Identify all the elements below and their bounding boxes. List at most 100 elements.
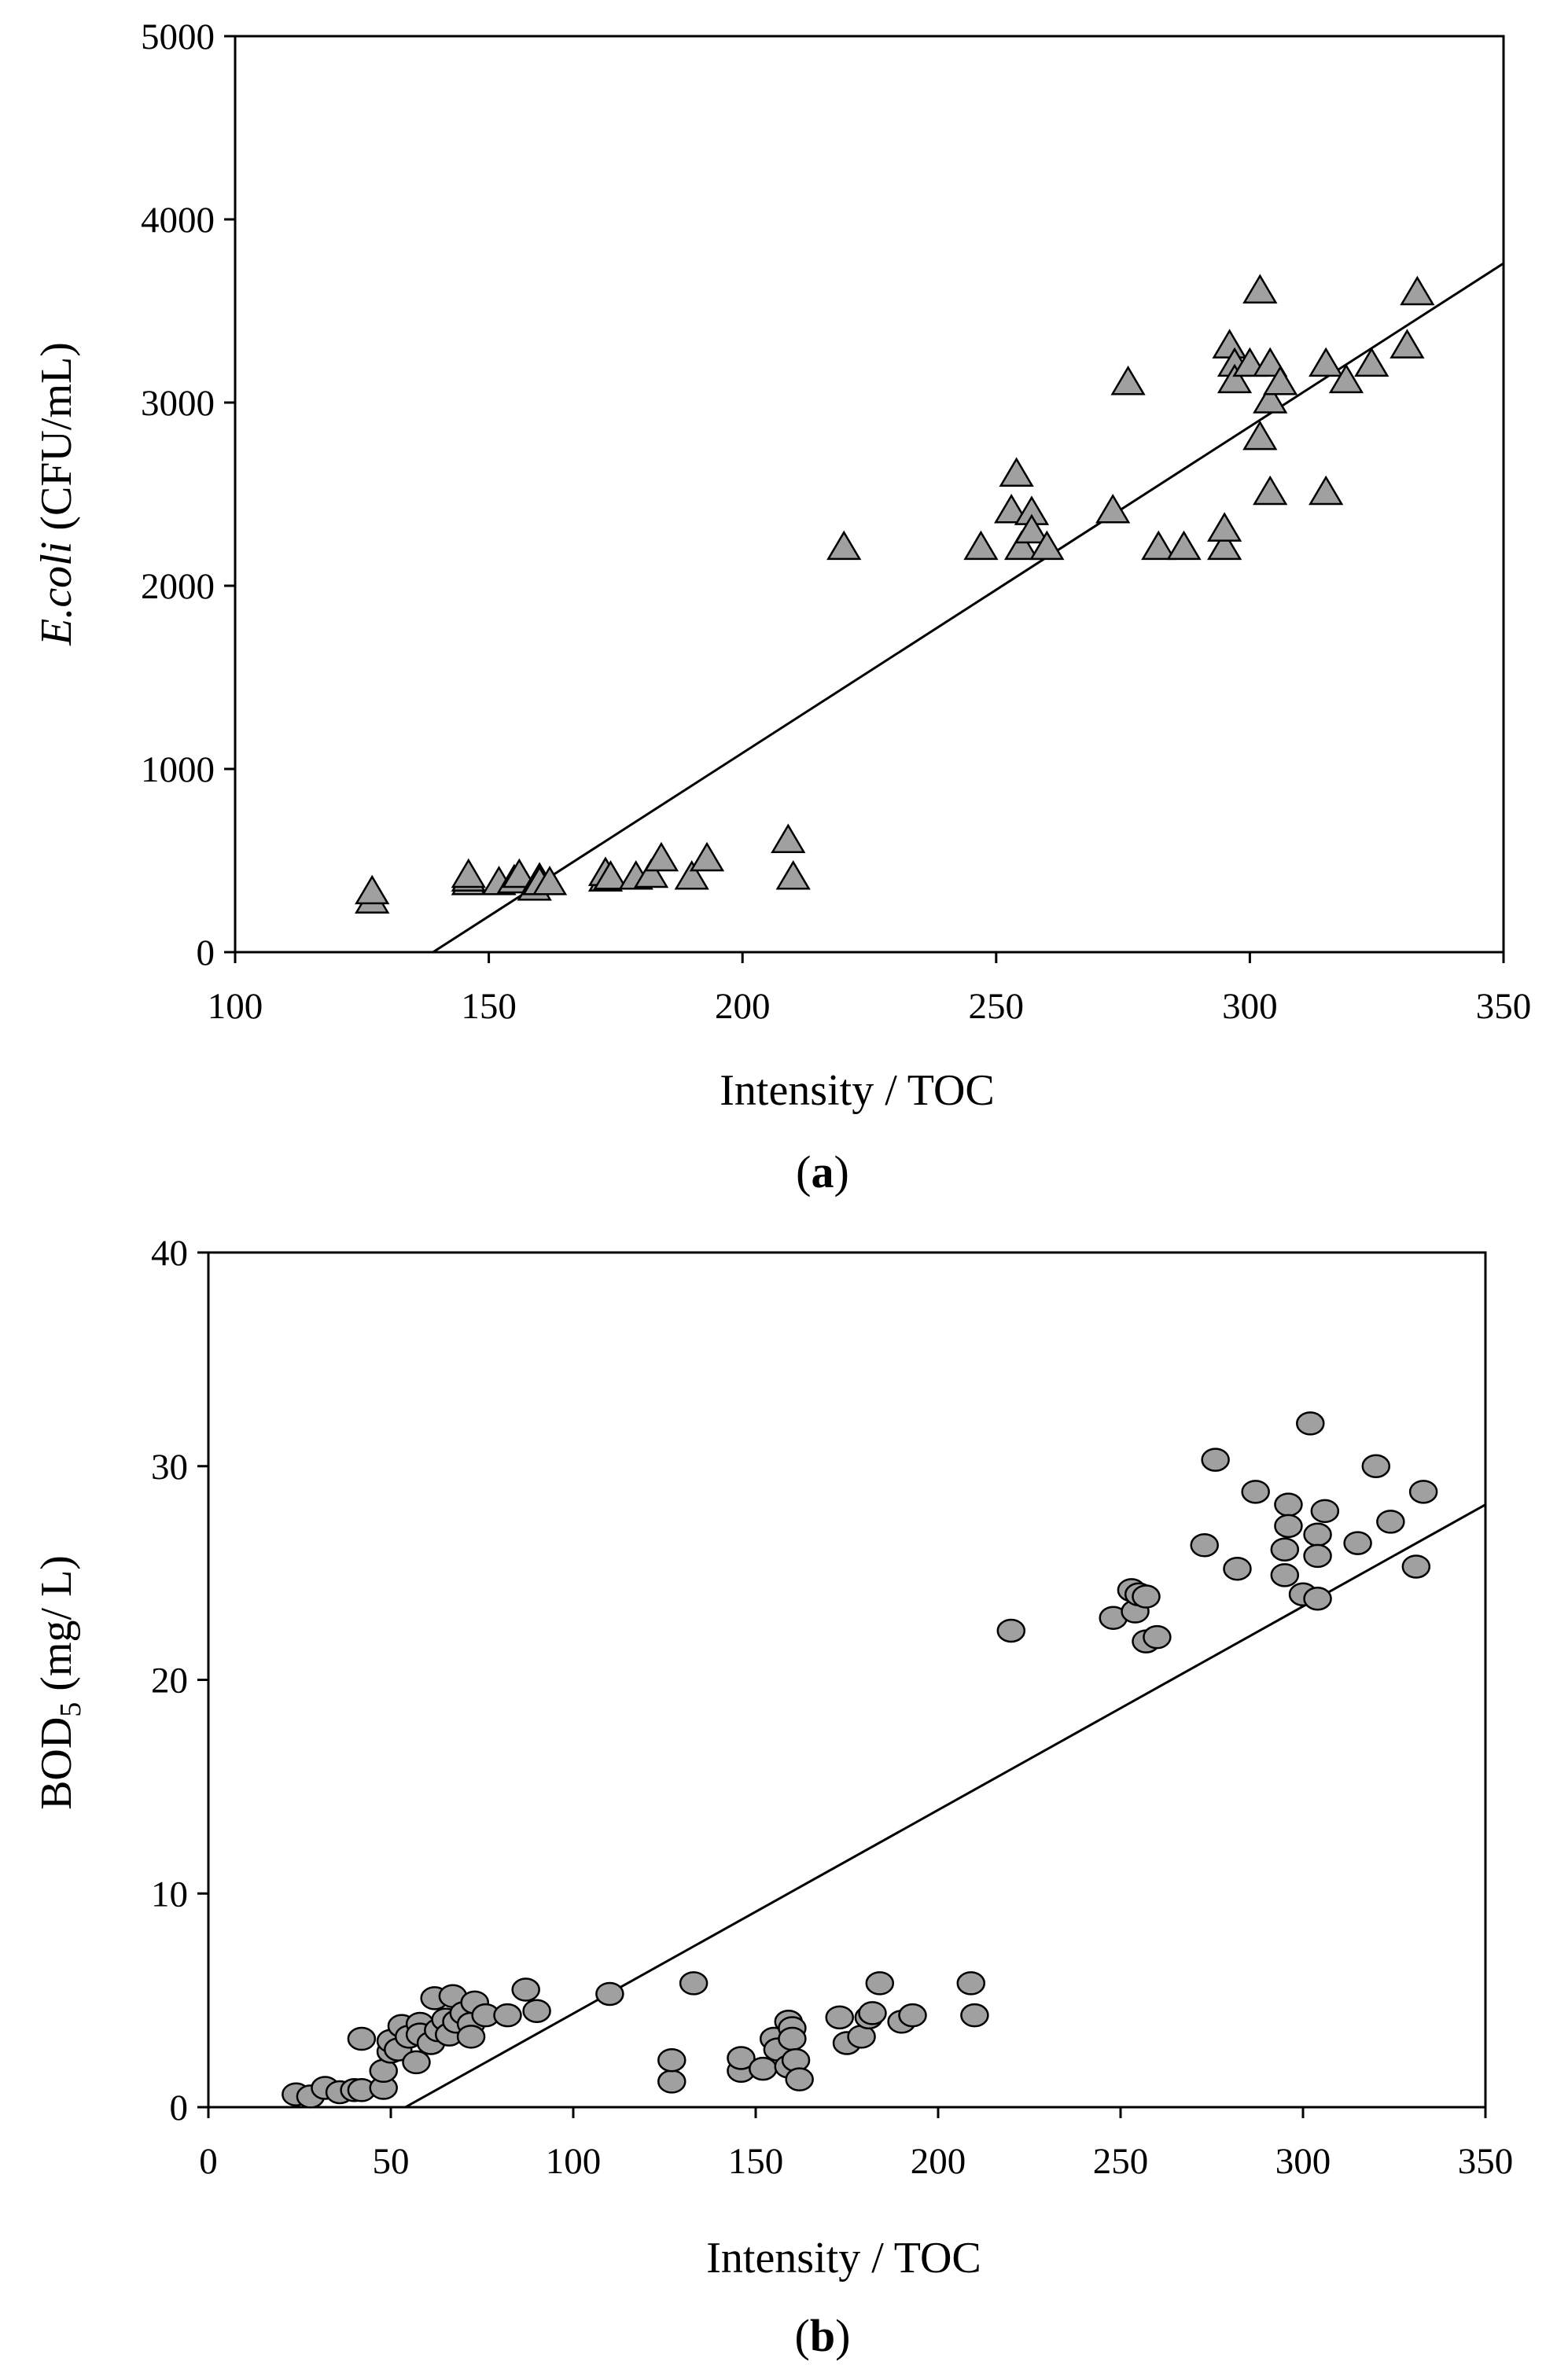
chart-a-point [775, 860, 811, 890]
chart-a-y-tick-label: 1000 [141, 749, 215, 790]
chart-b-point [1303, 1522, 1332, 1547]
chart-b-point [1408, 1480, 1438, 1504]
chart-a-x-tick-label: 350 [1476, 986, 1532, 1027]
chart-b-point [1274, 1492, 1303, 1517]
chart-b-points [282, 1411, 1438, 2109]
chart-b-x-tick-label: 200 [911, 2141, 966, 2182]
chart-a-trendline-group [432, 262, 1504, 954]
chart-b-point [996, 1618, 1026, 1643]
chart-b-panel-letter: b [810, 2310, 835, 2361]
chart-a-point [999, 457, 1034, 487]
chart-a-point [1217, 363, 1253, 394]
chart-b: 0 10 20 30 40 0 50 100 150 200 250 300 350 Intensit… [32, 1233, 1513, 2361]
chart-a-point [633, 858, 669, 888]
chart-b-y-axis-title: BOD5 (mg/ L) [32, 1555, 87, 1810]
chart-b-point [1190, 1533, 1219, 1558]
chart-a-x-tick-label: 100 [208, 986, 263, 1027]
chart-a-x-ticks: 100 150 200 250 300 350 [208, 952, 1532, 1027]
chart-a-panel-label-close: ) [834, 1146, 849, 1197]
chart-b-x-tick-label: 100 [546, 2141, 602, 2182]
chart-a-panel-letter: a [812, 1146, 834, 1197]
chart-a-x-tick-label: 250 [969, 986, 1025, 1027]
chart-b-point [493, 2003, 522, 2028]
chart-a-points [355, 274, 1435, 914]
chart-b-point [657, 2069, 686, 2094]
chart-a-panel-label: (a) [796, 1146, 849, 1197]
chart-b-point [347, 2026, 377, 2051]
chart-a-point [1354, 347, 1390, 377]
chart-a-point [1212, 329, 1247, 359]
chart-a-point [532, 865, 568, 896]
chart-a-y-tick-label: 5000 [141, 17, 215, 57]
chart-b-y-ticks: 0 10 20 30 40 [151, 1233, 208, 2128]
chart-b-x-tick-label: 50 [373, 2141, 410, 2182]
chart-a-x-tick-label: 200 [715, 986, 771, 1027]
chart-a-y-tick-label: 0 [197, 933, 215, 973]
chart-a-panel-label-open: ( [796, 1146, 811, 1197]
chart-a-y-tick-label: 3000 [141, 383, 215, 424]
chart-a-point [1110, 365, 1146, 395]
chart-a-x-tick-label: 150 [461, 986, 517, 1027]
chart-a-point [1242, 420, 1278, 451]
chart-b-point [865, 1971, 895, 1996]
chart-a-y-axis-title: E.coli (CFU/mL) [32, 342, 81, 646]
chart-b-point [1303, 1543, 1332, 1569]
chart-a-point [1242, 274, 1278, 303]
chart-b-point [749, 2056, 778, 2081]
chart-b-point [1270, 1563, 1300, 1587]
chart-b-point [679, 1971, 709, 1996]
chart-a-point [689, 841, 725, 872]
chart-b-point [960, 2003, 989, 2028]
chart-b-x-tick-label: 0 [199, 2141, 218, 2182]
chart-b-panel-label-close: ) [835, 2310, 850, 2361]
chart-a-point [1253, 347, 1288, 377]
chart-b-point [727, 2046, 756, 2070]
chart-b-point [511, 1977, 540, 2002]
chart-a-point [826, 530, 862, 561]
chart-a-plot-frame [234, 35, 1505, 954]
chart-a-x-axis-title: Intensity / TOC [720, 1066, 995, 1115]
chart-a-point [1003, 530, 1040, 561]
chart-a-point [1166, 530, 1202, 561]
chart-b-y-tick-label: 40 [151, 1233, 188, 1274]
chart-a-point [643, 841, 679, 872]
chart-a-point [451, 858, 486, 888]
chart-b-point [898, 2003, 927, 2028]
chart-a-point [1253, 384, 1288, 414]
chart-b-point [1201, 1447, 1230, 1472]
chart-b-point [657, 2047, 686, 2073]
chart-b-point [1143, 1624, 1172, 1650]
chart-b-x-tick-label: 150 [728, 2141, 784, 2182]
chart-b-point [1296, 1411, 1325, 1436]
chart-b-point [522, 1999, 551, 2023]
chart-b-point [456, 2025, 486, 2049]
chart-b-point [858, 2001, 887, 2025]
chart-b-point [1132, 1584, 1161, 1609]
chart-a-point [502, 858, 537, 888]
chart-b-point [1274, 1514, 1303, 1539]
chart-a-y-ticks: 0 1000 2000 3000 4000 5000 [141, 17, 235, 973]
chart-b-panel-label-open: ( [795, 2310, 810, 2361]
chart-a-point [1262, 365, 1298, 395]
chart-a-y-axis-title-italic: E.coli [32, 542, 81, 646]
chart-a-y-tick-label: 4000 [141, 200, 215, 241]
chart-b-point [778, 2026, 807, 2051]
chart-a-point [1400, 275, 1435, 306]
chart-b-y-axis-title-sub: 5 [54, 1702, 87, 1717]
chart-a-point [355, 874, 390, 905]
chart-a-point [1309, 347, 1344, 377]
chart-b-point [1376, 1510, 1405, 1534]
chart-b-y-axis-title-rest: (mg/ L) [32, 1555, 81, 1702]
chart-a-point [1207, 530, 1242, 561]
chart-b-x-tick-label: 250 [1093, 2141, 1149, 2182]
chart-b-point [402, 2050, 431, 2075]
chart-a-point [1014, 513, 1050, 544]
chart-b-point [1223, 1556, 1252, 1581]
chart-a-point [1029, 530, 1065, 561]
chart-a-point [593, 860, 628, 890]
chart-b-x-tick-label: 300 [1275, 2141, 1331, 2182]
chart-a-point [1095, 494, 1131, 524]
chart-b-y-tick-label: 20 [151, 1661, 188, 1701]
chart-b-plot-frame [207, 1251, 1487, 2109]
